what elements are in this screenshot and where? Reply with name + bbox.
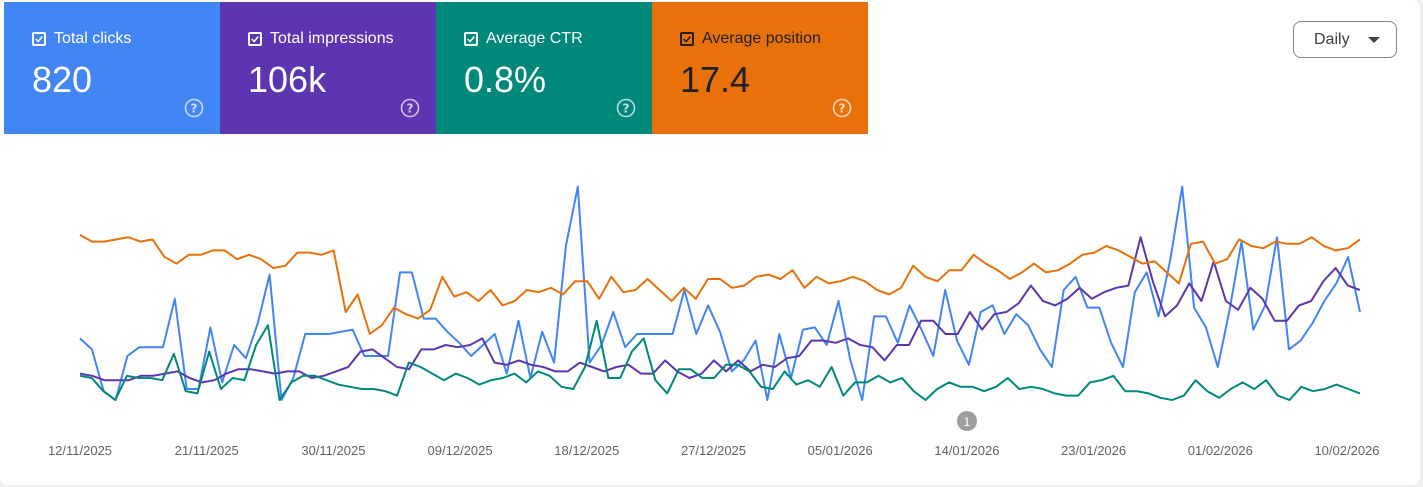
checkbox-checked-icon[interactable] — [248, 32, 262, 46]
checkbox-checked-icon[interactable] — [464, 32, 478, 46]
annotation-marker-label: 1 — [964, 415, 971, 429]
help-circle-icon[interactable]: ? — [616, 98, 636, 118]
x-tick-label: 23/01/2026 — [1061, 443, 1126, 458]
metric-tile-ctr[interactable]: Average CTR 0.8% ? — [436, 2, 652, 134]
metric-tile-clicks[interactable]: Total clicks 820 ? — [4, 2, 220, 134]
metric-label: Average CTR — [486, 30, 583, 47]
period-label: Daily — [1314, 30, 1350, 48]
help-circle-icon[interactable]: ? — [400, 98, 420, 118]
x-axis-ticks: 12/11/2025 21/11/2025 30/11/2025 09/12/2025… — [48, 443, 1380, 458]
metric-label: Average position — [702, 30, 821, 47]
performance-chart: 1 12/11/2025 21/11/2025 30/11/2025 09/12/20… — [48, 185, 1380, 458]
annotation-marker-layer: 1 — [957, 411, 977, 431]
metric-value: 820 — [32, 59, 93, 100]
metric-header: Average CTR — [464, 30, 652, 48]
x-tick-label: 10/02/2026 — [1314, 443, 1379, 458]
help-circle-icon[interactable]: ? — [184, 98, 204, 118]
period-dropdown[interactable]: Daily — [1293, 21, 1397, 58]
x-tick-label: 01/02/2026 — [1188, 443, 1253, 458]
metric-label: Total impressions — [270, 30, 394, 47]
metric-value: 0.8% — [464, 59, 547, 100]
annotation-marker[interactable] — [957, 411, 977, 431]
x-tick-label: 14/01/2026 — [934, 443, 999, 458]
metric-label: Total clicks — [54, 30, 132, 47]
x-tick-label: 27/12/2025 — [681, 443, 746, 458]
checkbox-checked-icon[interactable] — [680, 32, 694, 46]
checkbox-checked-icon[interactable] — [32, 32, 46, 46]
series-line-total-impressions — [79, 236, 1361, 384]
x-tick-label: 30/11/2025 — [301, 443, 365, 458]
x-tick-label: 18/12/2025 — [554, 443, 619, 458]
help-circle-icon[interactable]: ? — [832, 98, 852, 118]
x-tick-label: 09/12/2025 — [428, 443, 493, 458]
metric-header: Total clicks — [32, 30, 220, 48]
series-line-average-position — [79, 234, 1361, 335]
series-line-total-clicks — [79, 185, 1361, 401]
metric-tile-position[interactable]: Average position 17.4 ? — [652, 2, 868, 134]
metric-value: 106k — [248, 59, 327, 100]
svg-text:?: ? — [623, 102, 630, 116]
metric-value: 17.4 — [680, 59, 751, 100]
svg-text:?: ? — [839, 102, 846, 116]
svg-text:?: ? — [191, 102, 198, 116]
x-tick-label: 12/11/2025 — [48, 443, 112, 458]
chart-series-layer — [79, 185, 1361, 401]
metric-header: Total impressions — [248, 30, 436, 48]
metric-tile-impressions[interactable]: Total impressions 106k ? — [220, 2, 436, 134]
metric-header: Average position — [680, 30, 868, 48]
caret-down-icon — [1368, 37, 1380, 43]
x-tick-label: 05/01/2026 — [808, 443, 873, 458]
x-tick-label: 21/11/2025 — [175, 443, 239, 458]
series-line-average-ctr — [79, 319, 1361, 401]
svg-text:?: ? — [407, 102, 414, 116]
metric-tiles: Total clicks 820 ? Total impressions 106… — [4, 2, 868, 134]
